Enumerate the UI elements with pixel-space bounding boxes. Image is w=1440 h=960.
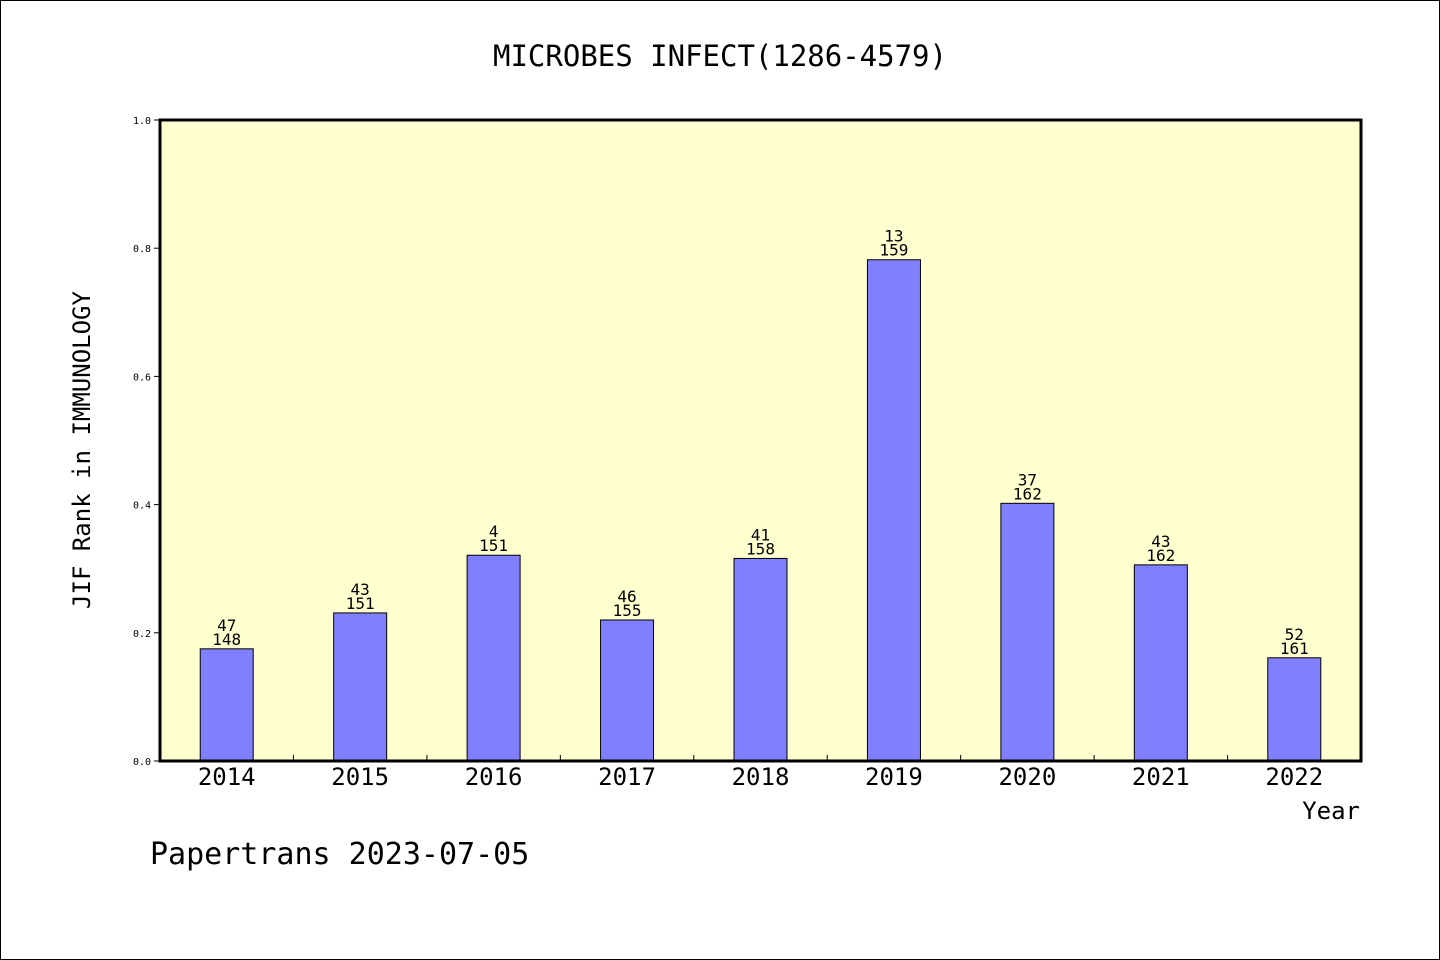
bar-rank-label: 46: [617, 587, 636, 606]
bar-rank-label: 47: [217, 616, 236, 635]
bars-group: [199, 259, 1322, 762]
x-axis-label: Year: [1302, 797, 1360, 825]
x-tick-label: 2018: [732, 763, 790, 791]
bar-2022: [1267, 657, 1322, 762]
plot-border: [158, 118, 1363, 763]
bar-rank-label: 52: [1285, 625, 1304, 644]
bar-total-label: 155: [613, 601, 642, 620]
bar-rank-label: 43: [1151, 532, 1170, 551]
bar-rank-label: 13: [884, 227, 903, 246]
bar-2014: [199, 648, 254, 762]
x-tick-label: 2016: [465, 763, 523, 791]
x-tick-label: 2021: [1132, 763, 1190, 791]
bar-labels-group: 4714843151415146155411581315937162431625…: [212, 227, 1308, 658]
bar-total-label: 148: [212, 630, 241, 649]
bar-rank-label: 41: [751, 525, 770, 544]
bar-total-label: 162: [1146, 546, 1175, 565]
x-axis-ticks: 2014 2015 2016 2017 2018 2019 2020 2021 2022: [198, 755, 1323, 791]
bar-rank-label: 37: [1018, 470, 1037, 489]
y-tick-label: 0.4: [133, 501, 151, 512]
bar-2015: [333, 612, 388, 762]
bar-rank-label: 4: [489, 522, 499, 541]
bar-total-label: 161: [1280, 639, 1309, 658]
x-tick-label: 2019: [865, 763, 923, 791]
bar-2020: [1000, 502, 1055, 762]
bar-total-label: 158: [746, 539, 775, 558]
bar-rank-label: 43: [351, 580, 370, 599]
bar-total-label: 162: [1013, 484, 1042, 503]
chart-title: MICROBES INFECT(1286-4579): [493, 39, 947, 73]
y-axis-ticks: 0.0 0.2 0.4 0.6 0.8 1.0: [133, 116, 160, 768]
x-tick-label: 2014: [198, 763, 256, 791]
y-tick-label: 0.2: [133, 629, 151, 640]
bar-2019: [866, 259, 921, 762]
x-tick-label: 2020: [998, 763, 1056, 791]
x-tick-label: 2017: [598, 763, 656, 791]
y-tick-label: 1.0: [133, 116, 151, 127]
bar-total-label: 151: [346, 594, 375, 613]
y-tick-label: 0.6: [133, 372, 151, 383]
bar-2021: [1133, 564, 1188, 762]
bar-2016: [466, 554, 521, 762]
y-axis-label: JIF Rank in IMMUNOLOGY: [68, 291, 96, 609]
bar-total-label: 159: [879, 241, 908, 260]
y-tick-label: 0.8: [133, 244, 151, 255]
bar-2017: [600, 619, 655, 762]
x-tick-label: 2015: [331, 763, 389, 791]
bar-2018: [733, 557, 788, 762]
x-tick-label: 2022: [1265, 763, 1323, 791]
y-tick-label: 0.0: [133, 757, 151, 768]
footer-text: Papertrans 2023-07-05: [150, 837, 529, 872]
bar-total-label: 151: [479, 536, 508, 555]
